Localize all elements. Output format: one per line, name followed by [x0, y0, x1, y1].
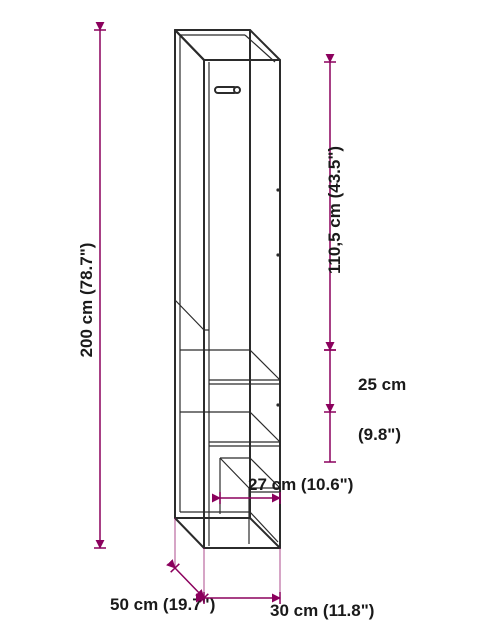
dim-depth: 50 cm (19.7")	[110, 595, 215, 614]
dimension-diagram: 200 cm (78.7") 110,5 cm (43.5") 25 cm (9.8"…	[0, 0, 500, 641]
cabinet-drawing	[175, 30, 280, 548]
dim-height-total: 200 cm (78.7")	[77, 243, 96, 358]
dimension-lines: 200 cm (78.7") 110,5 cm (43.5") 25 cm (9.8"…	[77, 30, 406, 620]
dim-shelf-cm: 25 cm	[358, 375, 406, 394]
dim-height-inner: 110,5 cm (43.5")	[325, 146, 344, 274]
dim-shelf-in: (9.8")	[358, 425, 401, 444]
dim-width: 30 cm (11.8")	[270, 601, 374, 620]
dim-width-inner: 27 cm (10.6")	[248, 475, 353, 494]
